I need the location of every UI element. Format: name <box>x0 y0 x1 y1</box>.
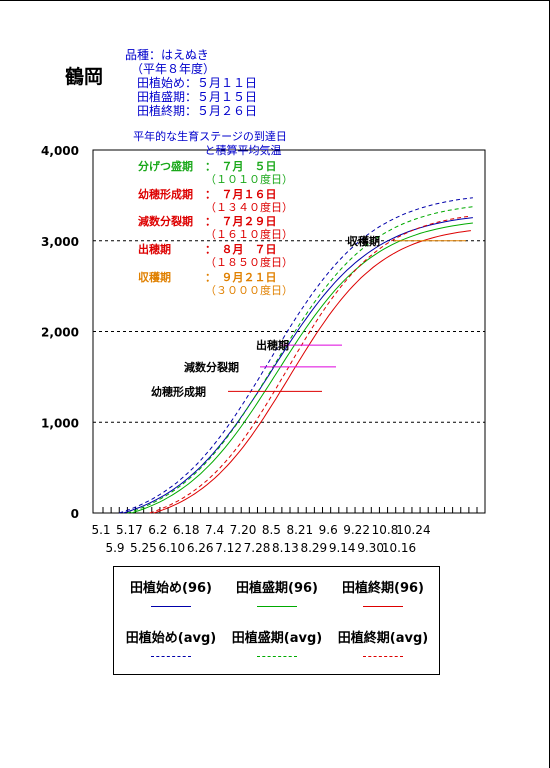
y-tick-label: 2,000 <box>41 326 79 340</box>
legend-item: 田植始め(96) <box>116 577 226 607</box>
x-tick-label: 8.21 <box>286 523 313 537</box>
stage-marker-label: 収穫期 <box>347 234 380 248</box>
x-tick-label: 5.1 <box>91 523 110 537</box>
legend: 田植始め(96) 田植盛期(96) 田植終期(96) 田植始め(avg) 田植盛… <box>113 566 440 675</box>
stage-name: 分げつ盛期 <box>138 159 193 173</box>
stage-marker-label: 出穂期 <box>256 338 289 352</box>
legend-swatch <box>363 606 403 607</box>
legend-item: 田植始め(avg) <box>116 627 226 657</box>
x-tick-label: 10.16 <box>382 541 416 555</box>
series-line <box>131 222 473 514</box>
stage-name: 収穫期 <box>138 270 171 284</box>
legend-item: 田植終期(96) <box>328 577 438 607</box>
stage-date: ： ８月 ７日 <box>205 243 277 256</box>
series-line <box>119 197 473 514</box>
x-tick-label: 9.30 <box>357 541 384 555</box>
legend-label: 田植盛期(96) <box>236 581 318 596</box>
legend-item: 田植盛期(avg) <box>222 627 332 657</box>
series-line <box>123 217 473 514</box>
legend-label: 田植始め(avg) <box>125 631 217 646</box>
stage-name: 減数分裂期 <box>138 214 193 228</box>
x-tick-label: 5.17 <box>116 523 143 537</box>
plant-end-label: 田植終期：５月２６日 <box>137 104 258 118</box>
y-tick-label: 1,000 <box>41 416 79 430</box>
chart-note: 平年的な生育ステージの到達日 <box>133 129 287 143</box>
stage-date: ： ７月２９日 <box>205 215 277 228</box>
x-tick-label: 10.24 <box>396 523 430 537</box>
stage-marker-label: 幼穂形成期 <box>151 384 206 398</box>
variety-label: 品種：はえぬき <box>125 48 209 62</box>
x-tick-label: 6.2 <box>148 523 167 537</box>
x-tick-label: 7.12 <box>215 541 242 555</box>
stage-sum: （１８５０度日） <box>205 255 293 269</box>
frame-top-border <box>0 0 550 1</box>
x-tick-label: 5.25 <box>130 541 157 555</box>
legend-swatch <box>151 606 191 607</box>
plant-start-label: 田植始め：５月１１日 <box>137 76 258 90</box>
x-tick-label: 6.18 <box>173 523 200 537</box>
legend-label: 田植終期(avg) <box>337 631 429 646</box>
stage-date: ： ７月 ５日 <box>205 160 277 173</box>
x-tick-label: 5.9 <box>105 541 124 555</box>
stage-name: 幼穂形成期 <box>138 187 193 201</box>
x-tick-label: 6.10 <box>158 541 185 555</box>
year-label: （平年８年度） <box>131 62 216 76</box>
stage-sum: （３０００度日） <box>205 283 293 297</box>
legend-label: 田植始め(96) <box>130 581 212 596</box>
legend-label: 田植盛期(avg) <box>231 631 323 646</box>
stage-sum: （１０１０度日） <box>205 172 293 186</box>
x-tick-label: 9.14 <box>329 541 356 555</box>
x-tick-label: 9.22 <box>343 523 370 537</box>
series-line <box>153 230 471 514</box>
legend-swatch <box>257 606 297 607</box>
x-tick-label: 8.29 <box>300 541 327 555</box>
stage-sum: （１３４０度日） <box>205 200 293 214</box>
stage-date: ： ７月１６日 <box>205 188 277 201</box>
legend-item: 田植盛期(96) <box>222 577 332 607</box>
y-tick-label: 3,000 <box>41 235 79 249</box>
x-tick-label: 10.8 <box>372 523 399 537</box>
legend-swatch <box>257 656 297 657</box>
legend-label: 田植終期(96) <box>342 581 424 596</box>
legend-swatch <box>151 656 191 657</box>
x-tick-label: 7.28 <box>244 541 271 555</box>
stage-date: ： ９月２１日 <box>205 271 277 284</box>
chart-note: と積算平均気温 <box>205 143 282 157</box>
stage-name: 出穂期 <box>138 242 171 256</box>
plant-peak-label: 田植盛期：５月１５日 <box>137 90 258 104</box>
y-tick-label: 0 <box>71 507 79 521</box>
x-tick-label: 8.5 <box>262 523 281 537</box>
stage-sum: （１６１０度日） <box>205 227 293 241</box>
stage-marker-label: 減数分裂期 <box>184 360 239 374</box>
x-tick-label: 7.4 <box>205 523 224 537</box>
x-tick-label: 9.6 <box>319 523 338 537</box>
legend-item: 田植終期(avg) <box>328 627 438 657</box>
x-tick-label: 6.26 <box>187 541 214 555</box>
legend-swatch <box>363 656 403 657</box>
series-line <box>149 215 471 514</box>
y-tick-label: 4,000 <box>41 144 79 158</box>
x-tick-label: 8.13 <box>272 541 299 555</box>
page-title: 鶴岡 <box>65 66 104 88</box>
x-tick-label: 7.20 <box>230 523 257 537</box>
series-line <box>127 206 473 514</box>
